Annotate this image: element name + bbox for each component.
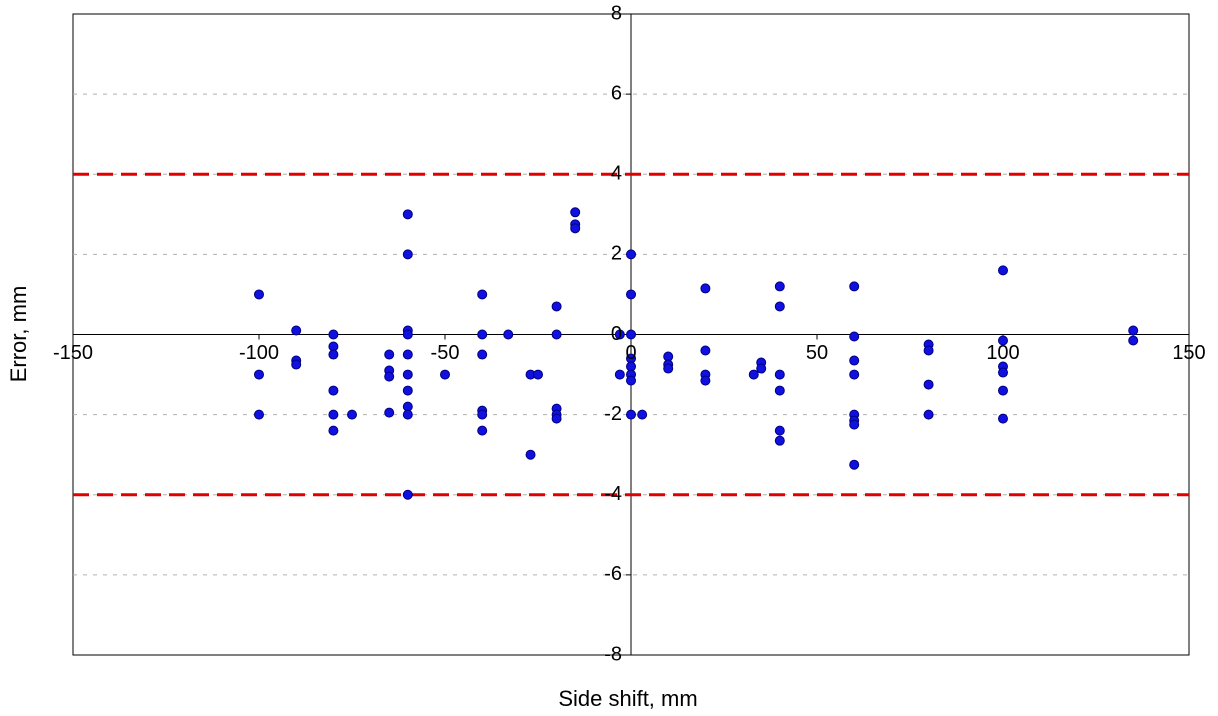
x-tick-label: -50 [431, 342, 460, 364]
data-point [551, 301, 562, 312]
data-point [254, 409, 264, 420]
data-point [700, 375, 711, 386]
data-point [849, 369, 860, 380]
y-tick-label: 8 [611, 2, 622, 24]
data-point [1128, 335, 1139, 346]
data-point [849, 281, 860, 292]
tick-labels: -150 -100 -50 0 50 100 150 -8 -6 -4 -2 0 2 4 6 8 [53, 2, 1206, 665]
y-tick-label: 4 [611, 163, 622, 185]
data-point [849, 355, 860, 366]
x-tick-label: 50 [806, 342, 828, 364]
data-point [637, 409, 648, 420]
data-point [402, 385, 413, 396]
data-point [477, 289, 488, 300]
data-point [626, 409, 636, 420]
y-tick-label: -8 [604, 643, 622, 665]
data-point [477, 329, 488, 340]
data-point [384, 407, 395, 418]
data-point [998, 413, 1008, 424]
data-point [328, 409, 339, 420]
y-tick-label: 0 [611, 323, 622, 345]
data-point [626, 249, 636, 260]
data-point [998, 367, 1008, 378]
data-point [849, 331, 860, 342]
x-tick-label: -100 [239, 342, 279, 364]
data-point [998, 385, 1008, 396]
data-point [477, 409, 488, 420]
data-point [328, 349, 339, 360]
data-point [525, 449, 536, 460]
data-point [402, 349, 413, 360]
data-point [384, 349, 395, 360]
data-point [614, 329, 625, 340]
data-point [291, 325, 302, 336]
data-point [503, 329, 514, 340]
data-point [402, 249, 413, 260]
data-point [700, 345, 711, 356]
data-point [402, 209, 413, 220]
data-point [756, 363, 767, 374]
data-point [849, 419, 860, 430]
data-point [626, 289, 636, 300]
data-point [663, 363, 674, 374]
data-point [570, 223, 581, 234]
data-point [923, 379, 934, 390]
data-point [402, 409, 413, 420]
y-tick-label: -2 [604, 403, 622, 425]
data-points [254, 207, 1139, 500]
x-tick-label: 150 [1172, 342, 1205, 364]
data-point [570, 207, 581, 218]
y-tick-label: -6 [604, 563, 622, 585]
data-point [328, 385, 339, 396]
data-point [551, 329, 562, 340]
data-point [774, 369, 785, 380]
data-point [254, 289, 264, 300]
data-point [748, 369, 759, 380]
data-point [254, 369, 264, 380]
reference-lines [73, 172, 1189, 497]
data-point [700, 283, 711, 294]
data-point [551, 413, 562, 424]
data-point [998, 265, 1008, 276]
y-axis-title: Error, mm [6, 286, 31, 383]
data-point [923, 409, 934, 420]
data-point [774, 301, 785, 312]
data-point [626, 375, 636, 386]
data-point [402, 329, 413, 340]
data-point [328, 329, 339, 340]
data-point [1128, 325, 1139, 336]
data-point [774, 425, 785, 436]
data-point [998, 335, 1008, 346]
data-point [402, 369, 413, 380]
data-point [849, 459, 860, 470]
data-point [774, 281, 785, 292]
data-point [626, 329, 636, 340]
data-point [328, 425, 339, 436]
x-tick-label: 0 [625, 342, 636, 364]
y-tick-label: -4 [604, 483, 622, 505]
data-point [477, 349, 488, 360]
data-point [923, 345, 934, 356]
data-point [402, 489, 413, 500]
data-point [347, 409, 357, 420]
x-axis-title: Side shift, mm [558, 686, 697, 711]
y-tick-label: 2 [611, 243, 622, 265]
data-point [440, 369, 450, 380]
data-point [774, 385, 785, 396]
data-point [384, 371, 395, 382]
data-point [774, 435, 785, 446]
x-tick-label: -150 [53, 342, 93, 364]
data-point [614, 369, 625, 380]
y-tick-label: 6 [611, 82, 622, 104]
data-point [533, 369, 543, 380]
data-point [477, 425, 488, 436]
data-point [291, 359, 302, 370]
x-tick-label: 100 [986, 342, 1019, 364]
